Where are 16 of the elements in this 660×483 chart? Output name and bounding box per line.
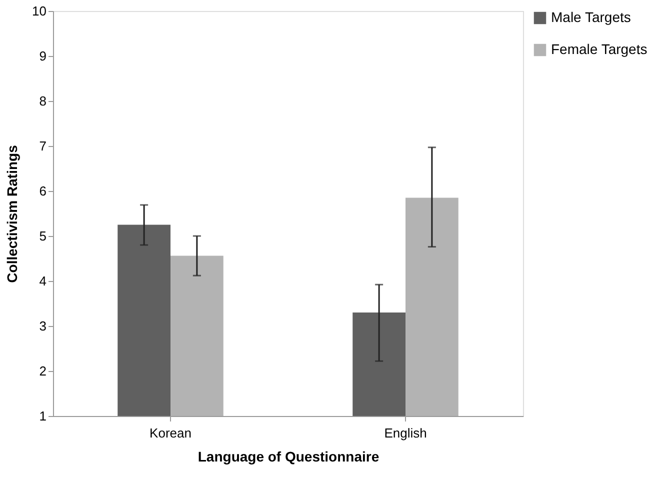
y-tick-label: 9	[39, 48, 46, 64]
y-tick-label: 5	[39, 228, 46, 244]
y-tick-label: 2	[39, 364, 46, 378]
y-tick-label: 1	[39, 408, 46, 424]
legend-label: Female Targets	[551, 41, 648, 57]
y-tick-label: 7	[39, 138, 46, 154]
y-tick-label: 4	[39, 274, 46, 288]
y-tick-label: 10	[32, 4, 46, 18]
x-axis-title: Language of Questionnaire	[198, 448, 380, 464]
y-tick-label: 6	[39, 184, 46, 198]
y-tick-label: 8	[39, 94, 46, 108]
y-axis-title: Collectivism Ratings	[4, 144, 20, 283]
x-tick-label: Korean	[150, 426, 192, 440]
legend-label: Male Targets	[551, 9, 631, 25]
y-tick-label: 3	[39, 318, 46, 334]
x-tick-label: English	[384, 426, 427, 440]
